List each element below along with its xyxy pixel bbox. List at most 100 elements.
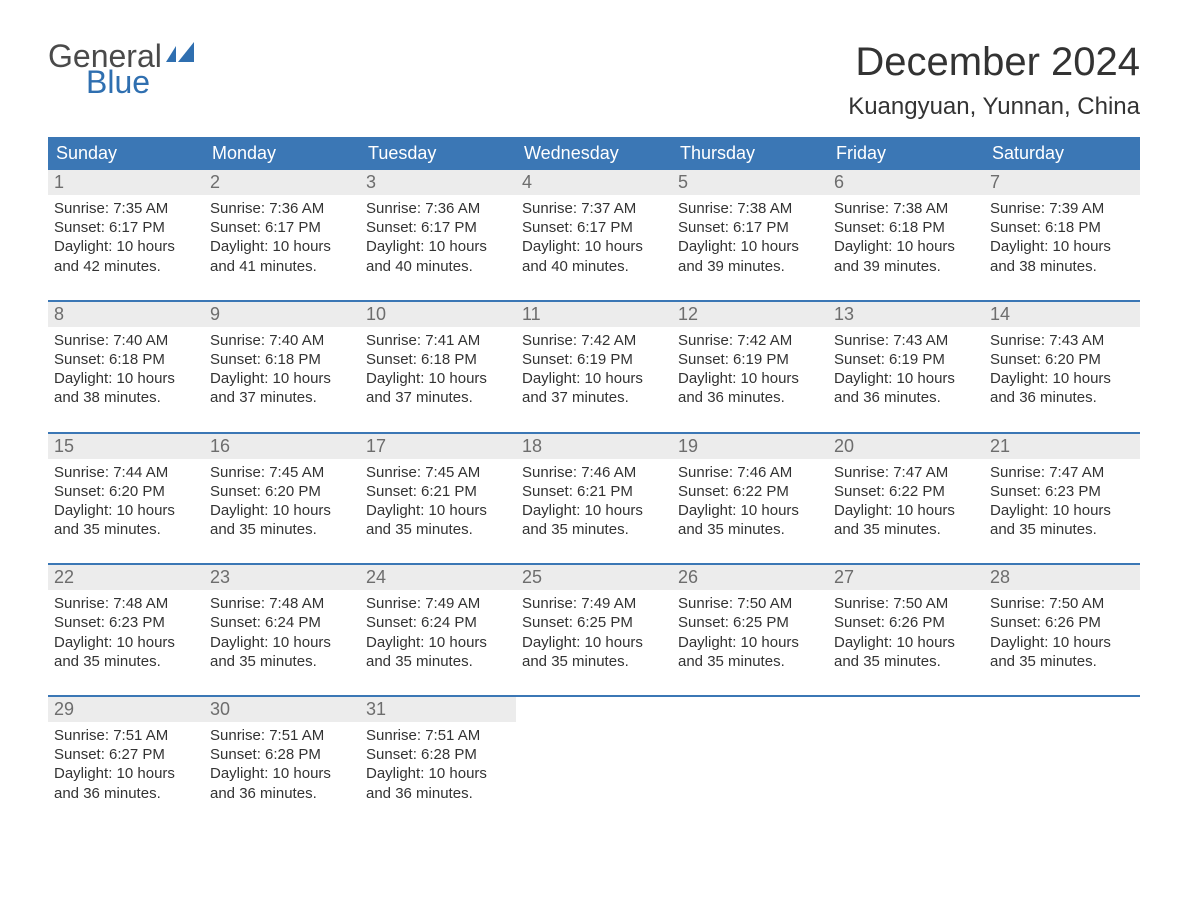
day-number: 11 [516,302,672,327]
day-cell: 7Sunrise: 7:39 AMSunset: 6:18 PMDaylight… [984,170,1140,282]
sunset-line: Sunset: 6:22 PM [834,482,978,501]
day-body: Sunrise: 7:50 AMSunset: 6:25 PMDaylight:… [672,590,828,677]
day-number [516,697,672,722]
sunrise-line: Sunrise: 7:47 AM [834,463,978,482]
day-cell: 9Sunrise: 7:40 AMSunset: 6:18 PMDaylight… [204,302,360,414]
daylight-line: Daylight: 10 hours and 36 minutes. [366,764,510,802]
daylight-line: Daylight: 10 hours and 35 minutes. [834,501,978,539]
daylight-line: Daylight: 10 hours and 35 minutes. [834,633,978,671]
day-body: Sunrise: 7:42 AMSunset: 6:19 PMDaylight:… [672,327,828,414]
weekday-wednesday: Wednesday [516,137,672,170]
sunrise-line: Sunrise: 7:46 AM [678,463,822,482]
day-cell: 24Sunrise: 7:49 AMSunset: 6:24 PMDayligh… [360,565,516,677]
day-number: 16 [204,434,360,459]
daylight-line: Daylight: 10 hours and 39 minutes. [678,237,822,275]
day-cell [984,697,1140,809]
day-cell: 8Sunrise: 7:40 AMSunset: 6:18 PMDaylight… [48,302,204,414]
day-number: 1 [48,170,204,195]
sunset-line: Sunset: 6:17 PM [210,218,354,237]
day-cell: 15Sunrise: 7:44 AMSunset: 6:20 PMDayligh… [48,434,204,546]
day-number: 6 [828,170,984,195]
sunrise-line: Sunrise: 7:45 AM [366,463,510,482]
day-number: 30 [204,697,360,722]
day-cell: 18Sunrise: 7:46 AMSunset: 6:21 PMDayligh… [516,434,672,546]
day-number: 18 [516,434,672,459]
day-cell: 19Sunrise: 7:46 AMSunset: 6:22 PMDayligh… [672,434,828,546]
day-number [672,697,828,722]
day-number: 22 [48,565,204,590]
sunset-line: Sunset: 6:26 PM [990,613,1134,632]
sunset-line: Sunset: 6:18 PM [834,218,978,237]
daylight-line: Daylight: 10 hours and 39 minutes. [834,237,978,275]
day-cell: 29Sunrise: 7:51 AMSunset: 6:27 PMDayligh… [48,697,204,809]
sunset-line: Sunset: 6:17 PM [522,218,666,237]
daylight-line: Daylight: 10 hours and 36 minutes. [54,764,198,802]
day-number [984,697,1140,722]
daylight-line: Daylight: 10 hours and 35 minutes. [678,633,822,671]
day-number: 4 [516,170,672,195]
daylight-line: Daylight: 10 hours and 35 minutes. [678,501,822,539]
day-body: Sunrise: 7:49 AMSunset: 6:25 PMDaylight:… [516,590,672,677]
day-number [828,697,984,722]
daylight-line: Daylight: 10 hours and 35 minutes. [210,501,354,539]
day-body: Sunrise: 7:43 AMSunset: 6:19 PMDaylight:… [828,327,984,414]
sunrise-line: Sunrise: 7:37 AM [522,199,666,218]
daylight-line: Daylight: 10 hours and 41 minutes. [210,237,354,275]
location: Kuangyuan, Yunnan, China [848,93,1140,121]
day-number: 27 [828,565,984,590]
sunrise-line: Sunrise: 7:41 AM [366,331,510,350]
sunset-line: Sunset: 6:19 PM [678,350,822,369]
sunset-line: Sunset: 6:20 PM [54,482,198,501]
daylight-line: Daylight: 10 hours and 35 minutes. [522,633,666,671]
day-body: Sunrise: 7:50 AMSunset: 6:26 PMDaylight:… [828,590,984,677]
weekday-sunday: Sunday [48,137,204,170]
day-number: 8 [48,302,204,327]
sunrise-line: Sunrise: 7:40 AM [210,331,354,350]
day-cell: 13Sunrise: 7:43 AMSunset: 6:19 PMDayligh… [828,302,984,414]
day-number: 26 [672,565,828,590]
sunset-line: Sunset: 6:18 PM [990,218,1134,237]
sunset-line: Sunset: 6:22 PM [678,482,822,501]
day-cell [828,697,984,809]
day-body: Sunrise: 7:36 AMSunset: 6:17 PMDaylight:… [360,195,516,282]
sunset-line: Sunset: 6:17 PM [54,218,198,237]
day-cell: 22Sunrise: 7:48 AMSunset: 6:23 PMDayligh… [48,565,204,677]
day-cell: 2Sunrise: 7:36 AMSunset: 6:17 PMDaylight… [204,170,360,282]
daylight-line: Daylight: 10 hours and 36 minutes. [210,764,354,802]
day-number: 9 [204,302,360,327]
daylight-line: Daylight: 10 hours and 36 minutes. [678,369,822,407]
day-body: Sunrise: 7:49 AMSunset: 6:24 PMDaylight:… [360,590,516,677]
day-body: Sunrise: 7:48 AMSunset: 6:24 PMDaylight:… [204,590,360,677]
week-row: 22Sunrise: 7:48 AMSunset: 6:23 PMDayligh… [48,563,1140,677]
day-number: 14 [984,302,1140,327]
day-body: Sunrise: 7:35 AMSunset: 6:17 PMDaylight:… [48,195,204,282]
day-number: 7 [984,170,1140,195]
day-cell: 14Sunrise: 7:43 AMSunset: 6:20 PMDayligh… [984,302,1140,414]
day-body: Sunrise: 7:40 AMSunset: 6:18 PMDaylight:… [48,327,204,414]
sunrise-line: Sunrise: 7:49 AM [366,594,510,613]
sunrise-line: Sunrise: 7:36 AM [366,199,510,218]
logo: General Blue [48,40,196,98]
title-block: December 2024 Kuangyuan, Yunnan, China [848,40,1140,131]
sunset-line: Sunset: 6:20 PM [990,350,1134,369]
day-number: 2 [204,170,360,195]
day-number: 10 [360,302,516,327]
flag-icon [166,42,196,66]
sunset-line: Sunset: 6:23 PM [54,613,198,632]
day-cell: 6Sunrise: 7:38 AMSunset: 6:18 PMDaylight… [828,170,984,282]
day-body: Sunrise: 7:51 AMSunset: 6:28 PMDaylight:… [360,722,516,809]
sunset-line: Sunset: 6:26 PM [834,613,978,632]
week-row: 8Sunrise: 7:40 AMSunset: 6:18 PMDaylight… [48,300,1140,414]
sunset-line: Sunset: 6:18 PM [366,350,510,369]
daylight-line: Daylight: 10 hours and 35 minutes. [210,633,354,671]
logo-text-bottom: Blue [86,66,196,98]
sunset-line: Sunset: 6:18 PM [210,350,354,369]
day-cell: 20Sunrise: 7:47 AMSunset: 6:22 PMDayligh… [828,434,984,546]
weekday-header: SundayMondayTuesdayWednesdayThursdayFrid… [48,137,1140,170]
day-body: Sunrise: 7:46 AMSunset: 6:22 PMDaylight:… [672,459,828,546]
day-body: Sunrise: 7:38 AMSunset: 6:18 PMDaylight:… [828,195,984,282]
sunrise-line: Sunrise: 7:49 AM [522,594,666,613]
week-row: 29Sunrise: 7:51 AMSunset: 6:27 PMDayligh… [48,695,1140,809]
daylight-line: Daylight: 10 hours and 35 minutes. [366,501,510,539]
day-cell: 26Sunrise: 7:50 AMSunset: 6:25 PMDayligh… [672,565,828,677]
